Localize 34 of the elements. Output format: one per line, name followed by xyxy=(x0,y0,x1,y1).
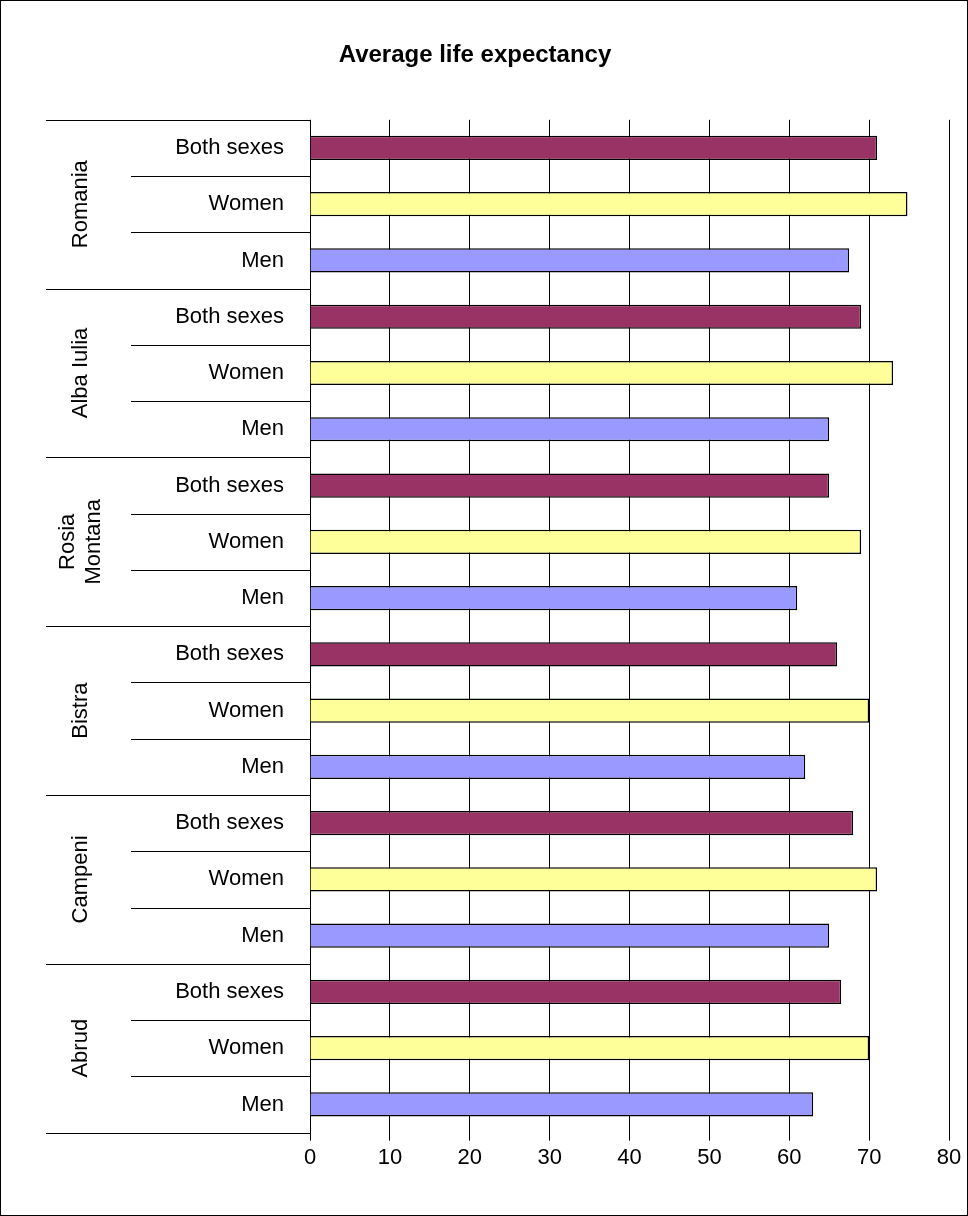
x-tick-label: 60 xyxy=(777,1143,802,1169)
y-tick-label: Men xyxy=(241,246,284,272)
y-tick-label: Both sexes xyxy=(175,134,284,159)
x-tick-label: 20 xyxy=(457,1143,482,1169)
y-tick-label: Women xyxy=(208,359,284,385)
y-tick-label: Women xyxy=(208,1034,284,1060)
x-tick-label: 30 xyxy=(537,1143,562,1169)
text: Rosia Montana xyxy=(54,498,106,585)
text: Campeni xyxy=(67,835,93,924)
y-tick-label: Women xyxy=(208,190,284,216)
x-tick-label: 40 xyxy=(617,1143,642,1169)
x-tick-label: 10 xyxy=(377,1143,403,1169)
x-tick-label: 70 xyxy=(856,1143,882,1169)
x-tick-label: 80 xyxy=(936,1143,962,1169)
y-tick-label: Both sexes xyxy=(175,640,284,666)
y-tick-label: Both sexes xyxy=(175,302,284,328)
chart-title: Average life expectancy xyxy=(338,40,612,68)
y-tick-label: Men xyxy=(241,584,284,610)
y-tick-label: Women xyxy=(208,696,284,722)
y-tick-label: Men xyxy=(241,1090,284,1116)
text: Bistra xyxy=(67,681,93,739)
y-tick-label: Both sexes xyxy=(175,978,284,1003)
y-tick-label: Men xyxy=(241,921,284,947)
text: Abrud xyxy=(67,1018,93,1078)
y-tick-label: Women xyxy=(208,527,284,553)
y-tick-label: Both sexes xyxy=(175,471,284,497)
y-tick-label: Men xyxy=(241,415,284,441)
text: Romania xyxy=(67,159,93,249)
y-tick-label: Women xyxy=(208,865,284,891)
x-tick-label: 0 xyxy=(303,1143,317,1169)
x-tick-label: 50 xyxy=(697,1143,722,1169)
y-tick-label: Both sexes xyxy=(175,809,284,835)
y-tick-label: Men xyxy=(241,752,284,778)
text: Alba Iulia xyxy=(67,326,93,419)
